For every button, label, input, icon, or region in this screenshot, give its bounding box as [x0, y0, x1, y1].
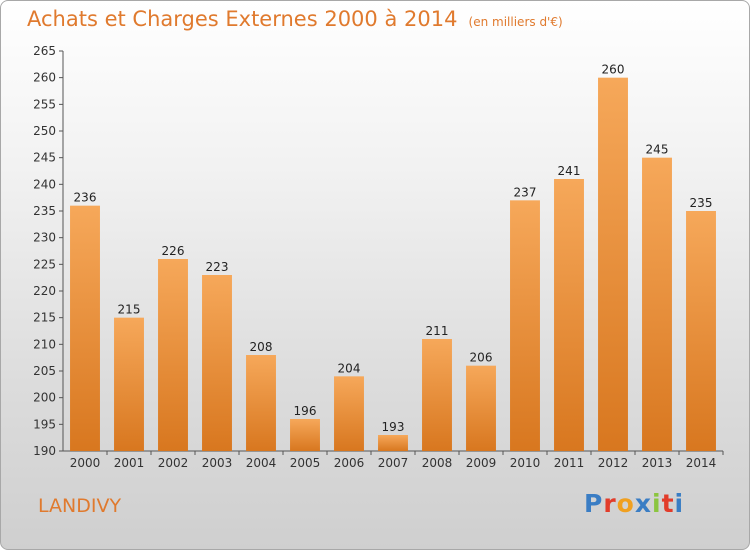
data-label-2009: 206: [470, 351, 493, 365]
commune-name: LANDIVY: [38, 495, 122, 517]
x-tick-label: 2013: [642, 456, 673, 470]
y-tick-label: 245: [33, 151, 56, 165]
data-label-2000: 236: [74, 191, 97, 205]
data-label-2013: 245: [646, 143, 669, 157]
bar-2006[interactable]: [334, 376, 364, 451]
chart-title-text: Achats et Charges Externes 2000 à 2014: [27, 7, 458, 31]
chart-title: Achats et Charges Externes 2000 à 2014 (…: [27, 7, 563, 31]
data-label-2004: 208: [250, 340, 273, 354]
x-tick-label: 2007: [378, 456, 409, 470]
y-tick-label: 230: [33, 231, 56, 245]
logo-letter: r: [603, 489, 617, 518]
bar-2008[interactable]: [422, 339, 452, 451]
x-tick-label: 2005: [290, 456, 321, 470]
y-tick-label: 215: [33, 311, 56, 325]
y-tick-label: 240: [33, 177, 56, 191]
x-tick-label: 2001: [114, 456, 145, 470]
bar-2010[interactable]: [510, 200, 540, 451]
bar-2012[interactable]: [598, 77, 628, 452]
x-tick-label: 2006: [334, 456, 365, 470]
data-label-2003: 223: [206, 260, 229, 274]
y-tick-label: 250: [33, 124, 56, 138]
y-tick-label: 200: [33, 391, 56, 405]
y-tick-label: 210: [33, 337, 56, 351]
bar-2011[interactable]: [554, 179, 584, 451]
y-tick-label: 225: [33, 257, 56, 271]
y-tick-label: 190: [33, 444, 56, 458]
bar-2002[interactable]: [158, 259, 188, 451]
data-label-2014: 235: [690, 196, 713, 210]
bar-2001[interactable]: [114, 317, 144, 451]
logo-letter: P: [584, 489, 604, 518]
x-tick-label: 2002: [158, 456, 189, 470]
data-label-2012: 260: [602, 63, 625, 77]
bar-2013[interactable]: [642, 157, 672, 451]
x-tick-label: 2009: [466, 456, 497, 470]
bar-2009[interactable]: [466, 365, 496, 451]
bar-2003[interactable]: [202, 275, 232, 451]
x-tick-label: 2011: [554, 456, 585, 470]
y-tick-label: 195: [33, 417, 56, 431]
logo-letter: x: [634, 489, 652, 518]
bar-2004[interactable]: [246, 355, 276, 451]
bar-2007[interactable]: [378, 435, 408, 451]
data-label-2007: 193: [382, 420, 405, 434]
y-tick-label: 220: [33, 284, 56, 298]
x-tick-label: 2000: [70, 456, 101, 470]
x-tick-label: 2010: [510, 456, 541, 470]
logo-letter: o: [616, 489, 635, 518]
y-tick-label: 205: [33, 364, 56, 378]
data-label-2006: 204: [338, 361, 361, 375]
y-tick-label: 265: [33, 44, 56, 58]
bar-2000[interactable]: [70, 205, 100, 451]
data-label-2001: 215: [118, 303, 141, 317]
x-tick-label: 2008: [422, 456, 453, 470]
data-label-2005: 196: [294, 404, 317, 418]
x-tick-label: 2004: [246, 456, 277, 470]
proxiti-logo[interactable]: Proxiti: [584, 489, 684, 518]
data-label-2011: 241: [558, 164, 581, 178]
bar-2014[interactable]: [686, 211, 716, 451]
x-tick-label: 2003: [202, 456, 233, 470]
logo-letter: t: [661, 489, 675, 518]
logo-letter: i: [652, 489, 662, 518]
data-label-2008: 211: [426, 324, 449, 338]
y-tick-label: 255: [33, 97, 56, 111]
x-tick-label: 2014: [686, 456, 717, 470]
chart-unit-note: (en milliers d'€): [468, 15, 563, 29]
y-tick-label: 235: [33, 204, 56, 218]
x-tick-label: 2012: [598, 456, 629, 470]
bar-2005[interactable]: [290, 419, 320, 451]
data-label-2010: 237: [514, 185, 537, 199]
y-tick-label: 260: [33, 71, 56, 85]
data-label-2002: 226: [162, 244, 185, 258]
logo-letter: i: [674, 489, 685, 518]
